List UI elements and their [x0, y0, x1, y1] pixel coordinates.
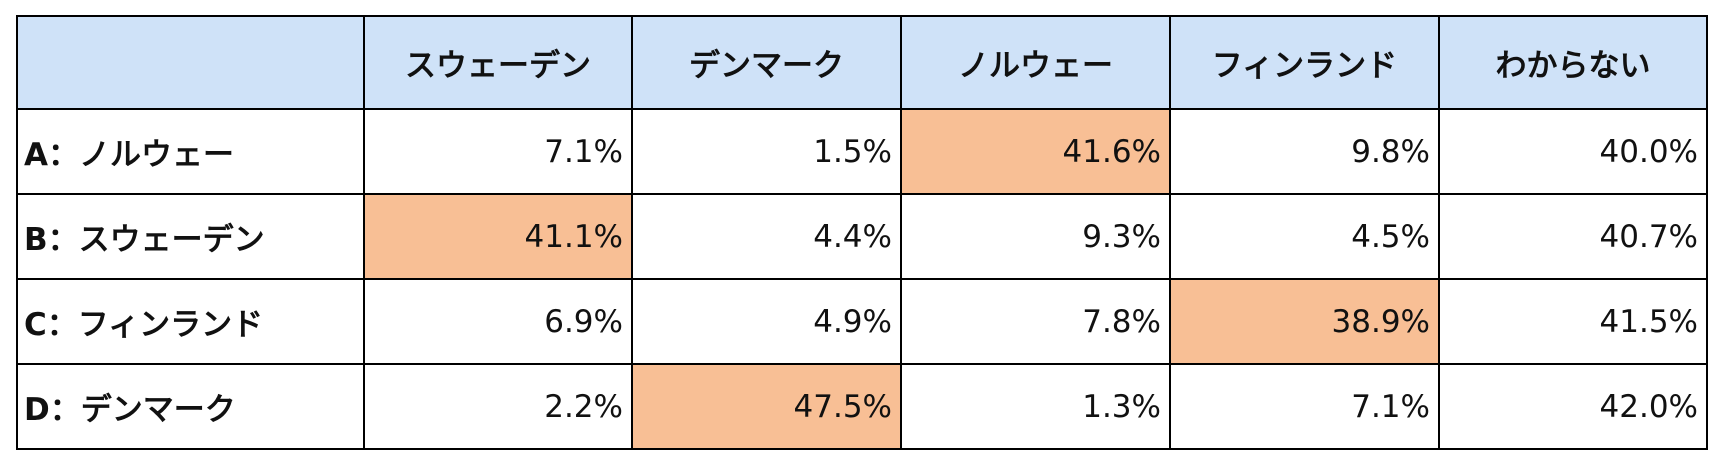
table-row: D：デンマーク 2.2% 47.5% 1.3% 7.1% 42.0%: [16, 363, 1708, 450]
header-row: スウェーデン デンマーク ノルウェー フィンランド わからない: [16, 15, 1708, 110]
column-header: デンマーク: [631, 15, 902, 110]
value-cell: 41.5%: [1438, 278, 1708, 365]
value-cell: 4.9%: [631, 278, 902, 365]
table-row: A：ノルウェー 7.1% 1.5% 41.6% 9.8% 40.0%: [16, 108, 1708, 195]
corner-cell: [16, 15, 365, 110]
table-row: B：スウェーデン 41.1% 4.4% 9.3% 4.5% 40.7%: [16, 193, 1708, 280]
value-cell: 6.9%: [363, 278, 633, 365]
column-header: フィンランド: [1169, 15, 1440, 110]
value-cell: 47.5%: [631, 363, 902, 450]
value-cell: 41.6%: [900, 108, 1171, 195]
value-cell: 40.0%: [1438, 108, 1708, 195]
value-cell: 38.9%: [1169, 278, 1440, 365]
value-cell: 42.0%: [1438, 363, 1708, 450]
value-cell: 41.1%: [363, 193, 633, 280]
value-cell: 1.5%: [631, 108, 902, 195]
value-cell: 7.1%: [363, 108, 633, 195]
row-label: B：スウェーデン: [16, 193, 365, 280]
results-table: スウェーデン デンマーク ノルウェー フィンランド わからない A：ノルウェー 7.1% 1…: [16, 15, 1708, 450]
row-label: A：ノルウェー: [16, 108, 365, 195]
value-cell: 40.7%: [1438, 193, 1708, 280]
value-cell: 1.3%: [900, 363, 1171, 450]
value-cell: 4.5%: [1169, 193, 1440, 280]
column-header: ノルウェー: [900, 15, 1171, 110]
row-label: D：デンマーク: [16, 363, 365, 450]
value-cell: 7.1%: [1169, 363, 1440, 450]
value-cell: 4.4%: [631, 193, 902, 280]
value-cell: 7.8%: [900, 278, 1171, 365]
column-header: スウェーデン: [363, 15, 633, 110]
column-header: わからない: [1438, 15, 1708, 110]
row-label: C：フィンランド: [16, 278, 365, 365]
value-cell: 2.2%: [363, 363, 633, 450]
table-row: C：フィンランド 6.9% 4.9% 7.8% 38.9% 41.5%: [16, 278, 1708, 365]
table-body: A：ノルウェー 7.1% 1.5% 41.6% 9.8% 40.0% B：スウェーデン 41.…: [16, 108, 1708, 450]
value-cell: 9.3%: [900, 193, 1171, 280]
value-cell: 9.8%: [1169, 108, 1440, 195]
